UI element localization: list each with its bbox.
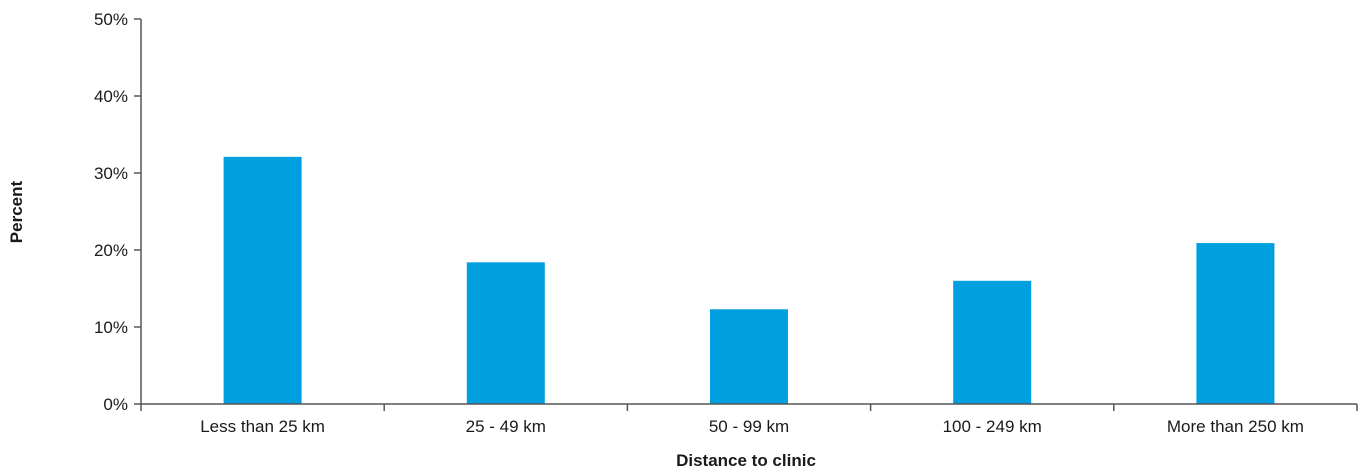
bars [223, 156, 1275, 404]
bar [710, 309, 788, 404]
bar [466, 262, 545, 404]
x-tick-label: 50 - 99 km [709, 417, 789, 436]
x-axis-ticks: Less than 25 km 25 - 49 km 50 - 99 km 100 -… [140, 404, 1358, 436]
bar [223, 156, 302, 404]
x-tick-label: More than 250 km [1167, 417, 1304, 436]
y-tick-label: 30% [94, 164, 128, 183]
x-axis-title: Distance to clinic [676, 451, 816, 470]
y-tick-label: 10% [94, 318, 128, 337]
y-tick-label: 0% [103, 395, 128, 414]
bar [953, 280, 1032, 404]
bar [1196, 243, 1275, 404]
x-tick-label: Less than 25 km [200, 417, 325, 436]
x-tick-label: 100 - 249 km [943, 417, 1042, 436]
y-axis-ticks: 0% 10% 20% 30% 40% 50% [94, 10, 141, 414]
y-tick-label: 50% [94, 10, 128, 29]
y-axis-title: Percent [7, 180, 26, 243]
x-tick-label: 25 - 49 km [466, 417, 546, 436]
y-tick-label: 40% [94, 87, 128, 106]
y-tick-label: 20% [94, 241, 128, 260]
